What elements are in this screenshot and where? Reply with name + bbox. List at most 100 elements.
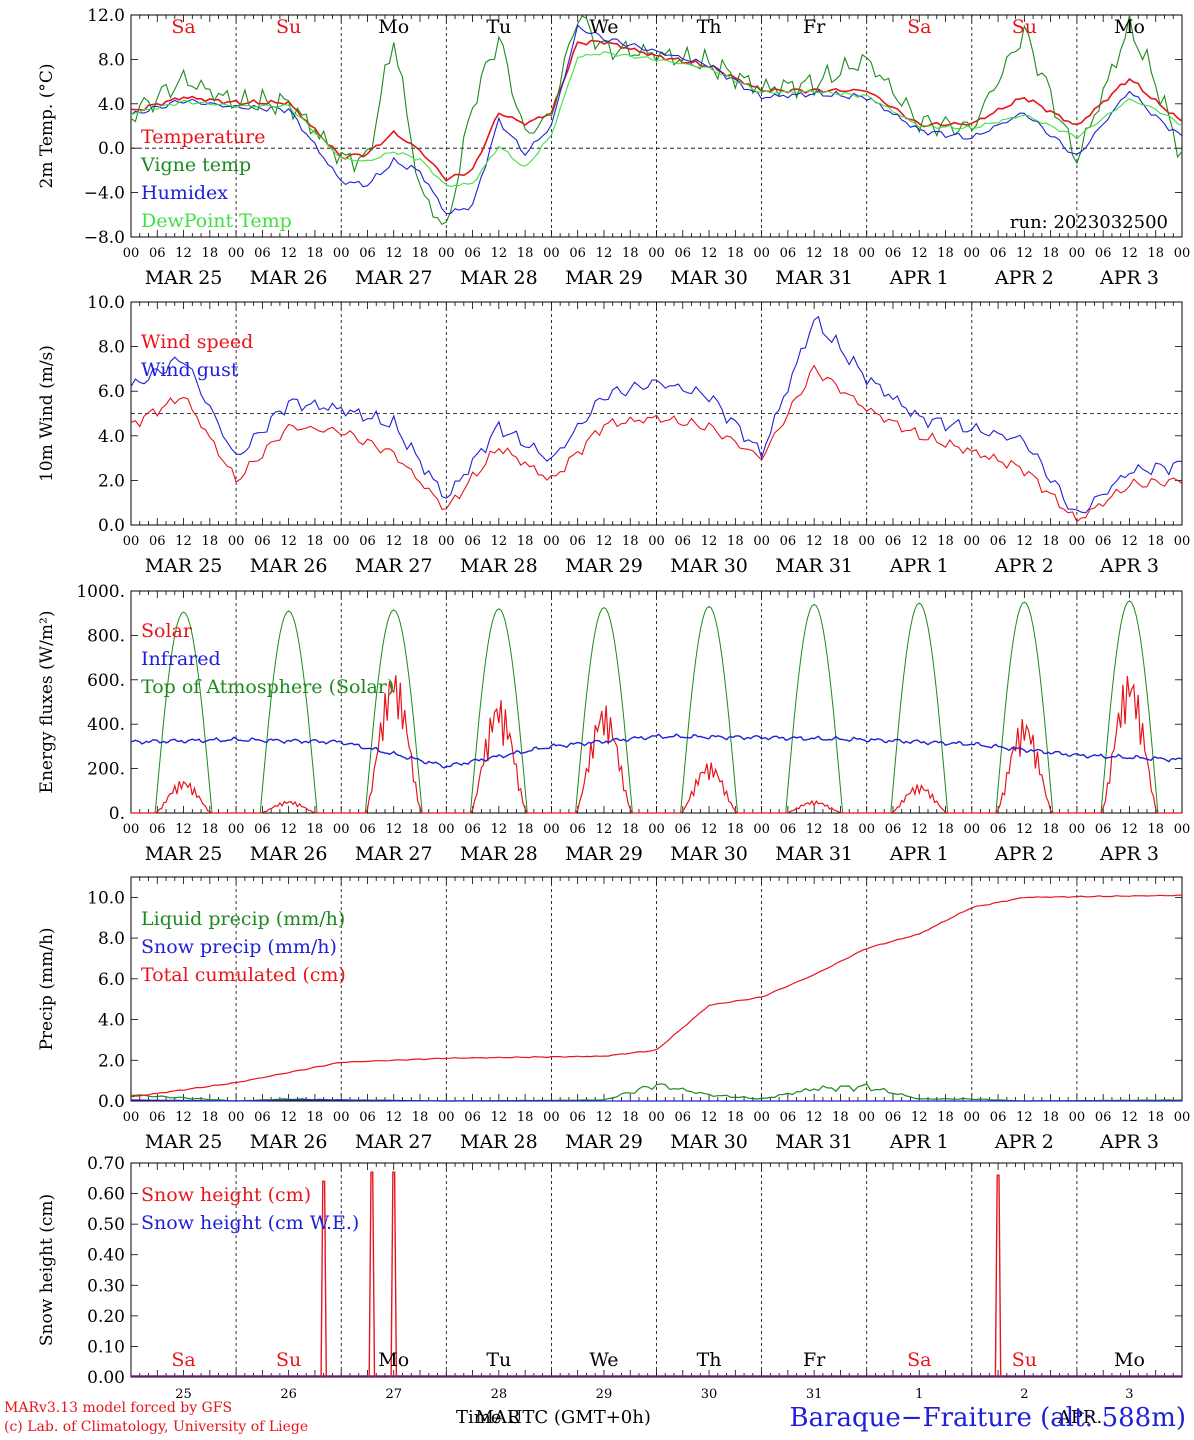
hour-tick-label: 18 — [1042, 246, 1059, 261]
hour-tick-label: 06 — [675, 822, 692, 837]
hour-tick-label: 18 — [412, 822, 429, 837]
hour-tick-label: 12 — [806, 822, 823, 837]
y-axis-title: 2m Temp. (°C) — [37, 63, 57, 188]
hour-tick-label: 12 — [280, 1110, 297, 1125]
hour-tick-label: 12 — [1121, 534, 1138, 549]
day-number: 3 — [1125, 1387, 1133, 1402]
date-label: MAR 30 — [670, 555, 748, 577]
date-label: APR 1 — [889, 1131, 949, 1153]
hour-tick-label: 06 — [990, 822, 1007, 837]
hour-tick-label: 00 — [228, 246, 245, 261]
hour-tick-label: 18 — [832, 246, 849, 261]
hour-tick-label: 12 — [175, 534, 192, 549]
hour-tick-label: 18 — [727, 534, 744, 549]
hour-tick-label: 06 — [569, 1110, 586, 1125]
hour-tick-label: 12 — [491, 1110, 508, 1125]
day-letter: Sa — [907, 1349, 931, 1371]
hour-tick-label: 12 — [1121, 822, 1138, 837]
hour-tick-label: 00 — [543, 822, 560, 837]
hour-tick-label: 00 — [543, 534, 560, 549]
date-label: APR 2 — [994, 1131, 1054, 1153]
day-number: 1 — [915, 1387, 923, 1402]
hour-tick-label: 06 — [464, 534, 481, 549]
hour-tick-label: 00 — [123, 1110, 140, 1125]
date-label: MAR 31 — [775, 267, 853, 289]
hour-tick-label: 06 — [464, 822, 481, 837]
y-tick-label: 8.0 — [98, 50, 125, 70]
hour-tick-label: 18 — [307, 1110, 324, 1125]
hour-tick-label: 00 — [858, 246, 875, 261]
hour-tick-label: 18 — [937, 246, 954, 261]
hour-tick-label: 18 — [307, 822, 324, 837]
hour-tick-label: 18 — [727, 246, 744, 261]
date-label: MAR 28 — [460, 1131, 538, 1153]
y-tick-label: 4.0 — [98, 95, 125, 115]
hour-tick-label: 06 — [885, 1110, 902, 1125]
date-label: MAR 26 — [250, 555, 328, 577]
hour-tick-label: 12 — [596, 246, 613, 261]
date-label: MAR 31 — [775, 1131, 853, 1153]
hour-tick-label: 00 — [123, 534, 140, 549]
hour-tick-label: 12 — [701, 822, 718, 837]
hour-tick-label: 18 — [412, 534, 429, 549]
hour-tick-label: 12 — [175, 822, 192, 837]
hour-tick-label: 00 — [228, 822, 245, 837]
date-label: APR 3 — [1099, 1131, 1159, 1153]
date-label: MAR 26 — [250, 1131, 328, 1153]
legend-entry: Humidex — [141, 182, 228, 204]
hour-tick-label: 18 — [727, 1110, 744, 1125]
day-letter: Su — [276, 1349, 301, 1371]
snow-spike — [994, 1174, 1002, 1378]
hour-tick-label: 12 — [806, 1110, 823, 1125]
date-label: MAR 26 — [250, 843, 328, 865]
hour-tick-label: 18 — [1147, 822, 1164, 837]
hour-tick-label: 18 — [202, 534, 219, 549]
y-tick-label: 8.0 — [98, 338, 125, 358]
hour-tick-label: 00 — [753, 246, 770, 261]
date-label: MAR 27 — [355, 555, 433, 577]
day-letter: Mo — [1114, 1349, 1145, 1371]
y-tick-label: 0.40 — [87, 1246, 125, 1266]
month-label: APR. — [1057, 1407, 1102, 1428]
date-label: MAR 29 — [565, 1131, 643, 1153]
date-label: MAR 25 — [145, 1131, 223, 1153]
y-tick-label: 1000. — [76, 582, 125, 602]
hour-tick-label: 12 — [806, 534, 823, 549]
y-axis-title: Energy fluxes (W/m²) — [37, 611, 57, 794]
hour-tick-label: 00 — [648, 1110, 665, 1125]
legend-entry: Snow height (cm) — [141, 1184, 311, 1206]
hour-tick-label: 12 — [175, 1110, 192, 1125]
hour-tick-label: 06 — [780, 246, 797, 261]
day-letter: Th — [697, 16, 722, 38]
hour-tick-label: 12 — [491, 246, 508, 261]
hour-tick-label: 00 — [438, 1110, 455, 1125]
hour-tick-label: 06 — [675, 534, 692, 549]
legend-entry: Snow height (cm W.E.) — [141, 1212, 359, 1234]
hour-tick-label: 12 — [385, 246, 402, 261]
series-temperature — [130, 39, 1183, 182]
time-axis-label: Time UTC (GMT+0h) — [456, 1407, 651, 1428]
series-solar — [131, 675, 1182, 814]
day-number: 2 — [1020, 1387, 1028, 1402]
date-label: APR 3 — [1099, 267, 1159, 289]
hour-tick-label: 00 — [438, 246, 455, 261]
y-tick-label: 8.0 — [98, 929, 125, 949]
hour-tick-label: 18 — [307, 246, 324, 261]
hour-tick-label: 06 — [990, 1110, 1007, 1125]
date-label: APR 3 — [1099, 843, 1159, 865]
date-label: MAR 29 — [565, 555, 643, 577]
hour-tick-label: 00 — [543, 1110, 560, 1125]
date-label: MAR 28 — [460, 843, 538, 865]
day-letter: Su — [1012, 16, 1037, 38]
y-tick-label: 0.0 — [98, 1092, 125, 1112]
day-number: 27 — [385, 1387, 402, 1402]
hour-tick-label: 12 — [911, 822, 928, 837]
hour-tick-label: 00 — [333, 246, 350, 261]
date-label: APR 2 — [994, 843, 1054, 865]
hour-tick-label: 18 — [1042, 534, 1059, 549]
hour-tick-label: 12 — [491, 534, 508, 549]
date-label: MAR 26 — [250, 267, 328, 289]
date-label: MAR 30 — [670, 267, 748, 289]
hour-tick-label: 06 — [885, 246, 902, 261]
